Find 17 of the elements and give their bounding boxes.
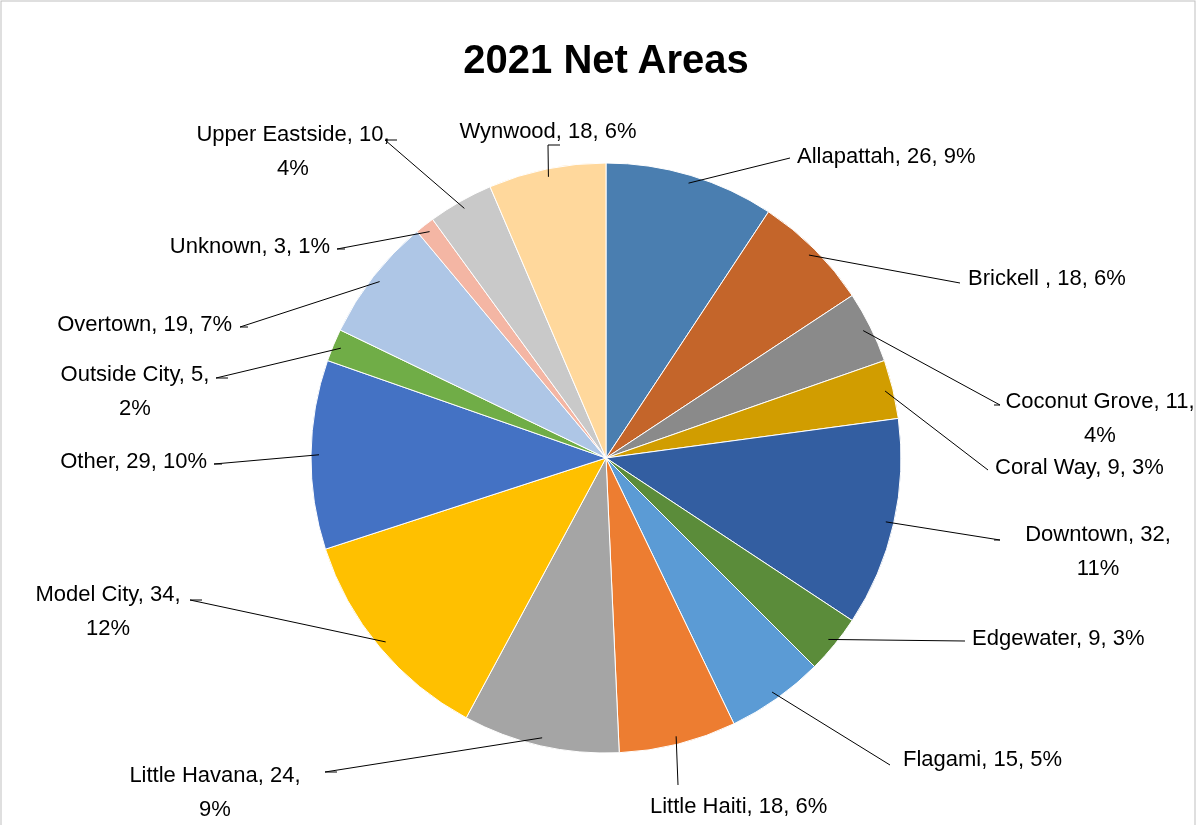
slice-label: Little Haiti, 18, 6% (650, 793, 828, 818)
slice-label: Downtown, 32, 11% (1025, 521, 1171, 580)
slice-label: Little Havana, 24, 9% (129, 762, 301, 821)
slice-label: Allapattah, 26, 9% (797, 143, 976, 168)
slice-label: Flagami, 15, 5% (903, 746, 1062, 771)
slice-label: Wynwood, 18, 6% (459, 118, 637, 143)
slice-label: Unknown, 3, 1% (169, 233, 330, 258)
slice-label: Outside City, 5, 2% (60, 361, 210, 420)
slice-label: Coconut Grove, 11, 4% (1005, 388, 1195, 447)
slice-label: Coral Way, 9, 3% (995, 454, 1164, 479)
slice-label: Upper Eastside, 10, 4% (196, 121, 390, 180)
slice-label: Edgewater, 9, 3% (972, 625, 1145, 650)
chart-title: 2021 Net Areas (463, 37, 749, 81)
slice-label: Other, 29, 10% (60, 448, 207, 473)
slice-label: Brickell , 18, 6% (968, 265, 1126, 290)
slice-label: Model City, 34, 12% (35, 581, 181, 640)
slice-label: Overtown, 19, 7% (57, 311, 232, 336)
